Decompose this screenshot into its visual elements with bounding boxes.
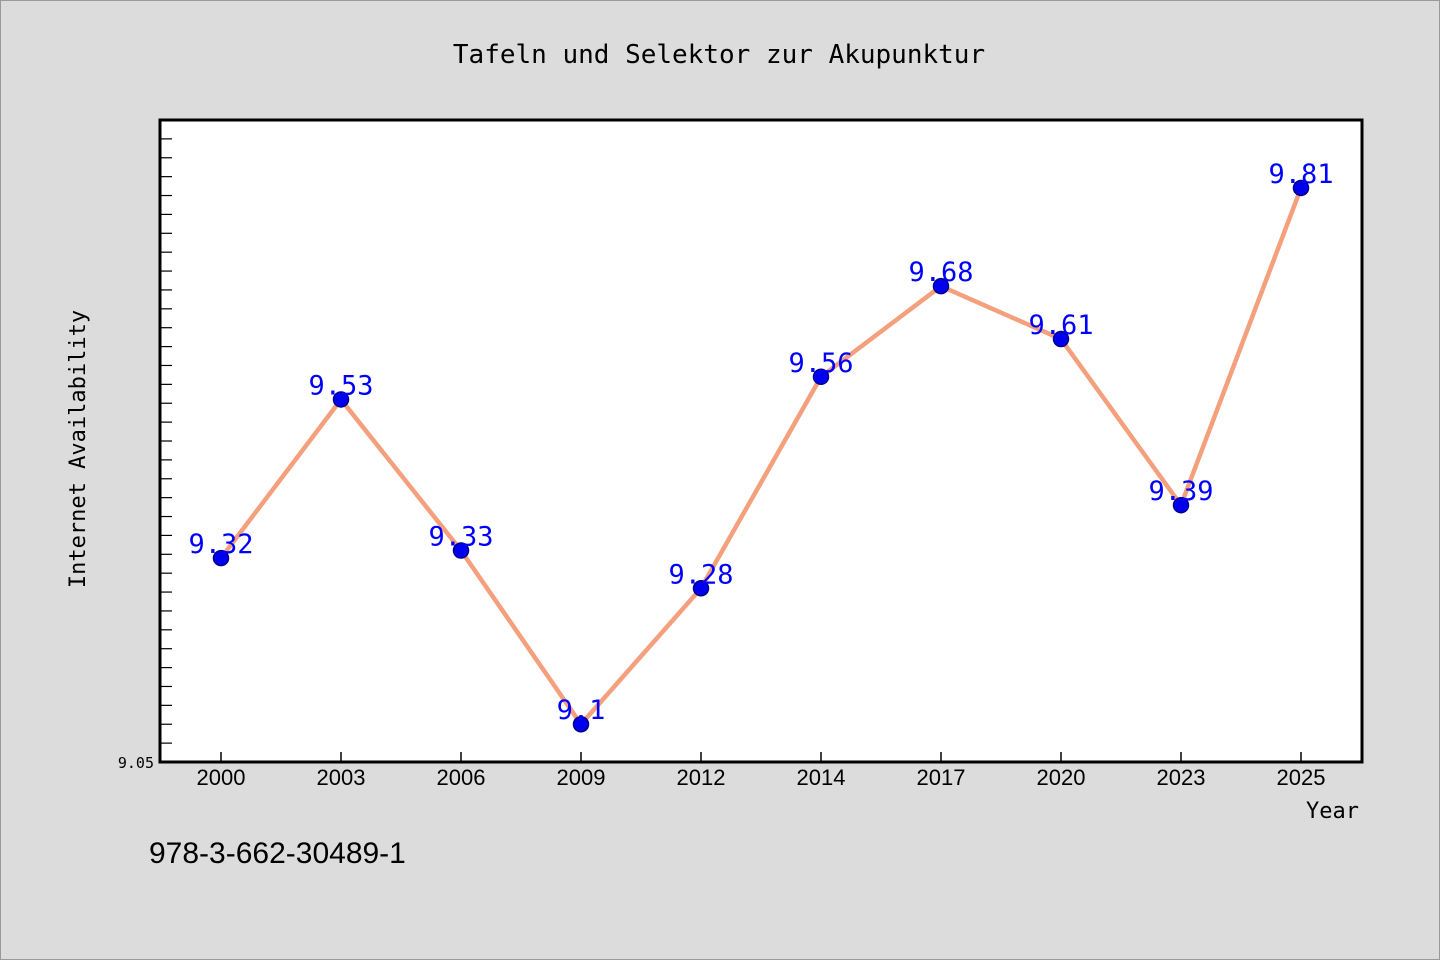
data-label: 9.53 [308, 370, 373, 401]
x-tick-labels: 2000 2003 2006 2009 2012 2014 2017 2020 2023 2025 [197, 765, 1326, 790]
y-axis-ticks [160, 119, 172, 763]
data-label: 9.61 [1028, 310, 1093, 341]
x-tick-label: 2009 [557, 765, 606, 790]
data-point [1292, 179, 1310, 197]
data-point [812, 368, 830, 386]
data-label: 9.39 [1148, 476, 1213, 507]
x-tick-label: 2012 [677, 765, 726, 790]
data-point [212, 549, 230, 567]
data-label: 9.81 [1268, 159, 1333, 190]
data-label: 9.68 [908, 257, 973, 288]
data-point [452, 542, 470, 559]
data-point [1172, 496, 1190, 514]
data-point [932, 277, 950, 295]
data-point [692, 580, 710, 597]
x-tick-label: 2006 [437, 765, 486, 790]
y-axis-label: Internet Availability [66, 310, 91, 588]
x-axis-label: Year [1306, 799, 1359, 824]
data-point [1052, 330, 1070, 348]
series-line [219, 187, 1304, 727]
data-label: 9.33 [428, 522, 493, 553]
x-tick-label: 2017 [917, 765, 966, 790]
x-tick-label: 2014 [797, 765, 846, 790]
x-axis-ticks [220, 752, 1302, 762]
chart-title: Tafeln und Selektor zur Akupunktur [453, 40, 985, 70]
x-tick-label: 2003 [317, 765, 366, 790]
series-markers [212, 179, 1310, 733]
isbn-text: 978-3-662-30489-1 [149, 837, 406, 870]
data-label: 9.32 [188, 529, 253, 560]
x-tick-label: 2020 [1037, 765, 1086, 790]
x-tick-label: 2000 [197, 765, 246, 790]
plot-area [158, 118, 1364, 764]
data-label: 9.1 [557, 695, 606, 726]
x-tick-label: 2025 [1277, 765, 1326, 790]
x-tick-label: 2023 [1157, 765, 1206, 790]
data-point [572, 715, 590, 733]
y-tick-label: 9.05 [118, 754, 154, 772]
data-point [332, 391, 350, 408]
data-label: 9.28 [668, 559, 733, 590]
data-labels: 9.32 9.53 9.33 9.1 9.28 9.56 9.68 9.61 9.39 9.81 [188, 159, 1333, 726]
data-label: 9.56 [788, 348, 853, 379]
